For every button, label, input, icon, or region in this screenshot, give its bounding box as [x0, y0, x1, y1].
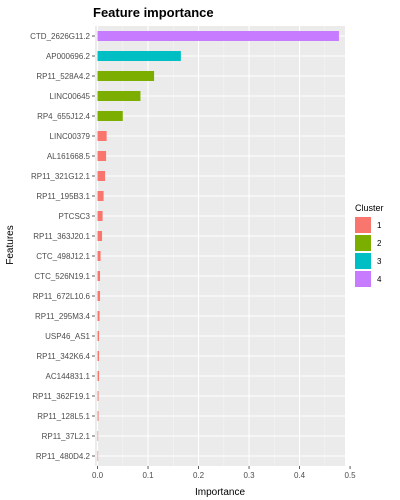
legend-label-4: 4 — [377, 275, 382, 284]
bar-ap000696-2 — [97, 51, 181, 61]
chart-title: Feature importance — [93, 5, 214, 20]
bar-linc00379 — [97, 131, 107, 141]
bar-linc00645 — [97, 91, 141, 101]
y-tick-label: LINC00379 — [50, 132, 91, 141]
legend-label-2: 2 — [377, 239, 382, 248]
bars-layer — [97, 31, 339, 461]
y-axis-ticks: CTD_2626G11.2 AP000696.2 RP11_528A4.2 LINC0… — [30, 32, 95, 461]
y-tick-label: AL161668.5 — [47, 152, 91, 161]
x-tick-label: 0.0 — [92, 471, 104, 480]
legend-key-3 — [355, 253, 371, 269]
bar-rp11-37l2-1 — [97, 431, 99, 441]
bar-rp11-672l10-6 — [97, 291, 101, 301]
y-tick-label: CTC_526N19.1 — [34, 272, 90, 281]
y-tick-label: RP11_672L10.6 — [33, 292, 91, 301]
bar-ac144831-1 — [97, 371, 100, 381]
x-tick-label: 0.3 — [243, 471, 255, 480]
bar-rp11-128l5-1 — [97, 411, 99, 421]
bar-ctc-526n19-1 — [97, 271, 101, 281]
legend-key-1 — [355, 217, 371, 233]
y-tick-label: RP11_362F19.1 — [32, 392, 90, 401]
y-tick-label: PTCSC3 — [58, 212, 90, 221]
bar-usp46-as1 — [97, 331, 100, 341]
bar-rp11-295m3-4 — [97, 311, 100, 321]
x-axis-title: Importance — [195, 487, 245, 498]
y-tick-label: AC144831.1 — [46, 372, 91, 381]
y-tick-label: USP46_AS1 — [45, 332, 90, 341]
bar-rp11-342k6-4 — [97, 351, 100, 361]
y-tick-label: CTC_498J12.1 — [36, 252, 90, 261]
y-tick-label: LINC00645 — [50, 92, 91, 101]
x-tick-label: 0.4 — [294, 471, 306, 480]
bar-rp11-362f19-1 — [97, 391, 99, 401]
bar-rp4-655j12-4 — [97, 111, 123, 121]
x-tick-label: 0.5 — [344, 471, 356, 480]
y-tick-label: RP11_37L2.1 — [42, 432, 91, 441]
y-axis-title: Features — [5, 225, 16, 264]
legend-key-4 — [355, 271, 371, 287]
bar-rp11-321g12-1 — [97, 171, 106, 181]
y-tick-label: RP11_342K6.4 — [36, 352, 90, 361]
y-tick-label: RP4_655J12.4 — [37, 112, 90, 121]
bar-ctd-2626g11-2 — [97, 31, 339, 41]
y-tick-label: RP11_321G12.1 — [31, 172, 91, 181]
y-tick-label: RP11_363J20.1 — [33, 232, 90, 241]
y-tick-label: RP11_480D4.2 — [36, 452, 91, 461]
bar-rp11-363j20-1 — [97, 231, 103, 241]
legend-title: Cluster — [355, 203, 384, 213]
bar-rp11-195b3-1 — [97, 191, 104, 201]
y-tick-label: CTD_2626G11.2 — [30, 32, 90, 41]
legend-label-3: 3 — [377, 257, 382, 266]
y-tick-label: RP11_528A4.2 — [36, 72, 90, 81]
x-axis-ticks: 0.0 0.1 0.2 0.3 0.4 0.5 — [92, 466, 356, 480]
y-tick-label: RP11_128L5.1 — [37, 412, 90, 421]
plot-panel — [95, 26, 351, 466]
legend-label-1: 1 — [377, 221, 382, 230]
y-tick-label: AP000696.2 — [46, 52, 91, 61]
bar-rp11-528a4-2 — [97, 71, 155, 81]
y-tick-label: RP11_195B3.1 — [36, 192, 90, 201]
legend: Cluster 1 2 3 4 — [355, 203, 384, 287]
legend-key-2 — [355, 235, 371, 251]
bar-ctc-498j12-1 — [97, 251, 101, 261]
bar-rp11-480d4-2 — [97, 451, 99, 461]
y-tick-label: RP11_295M3.4 — [35, 312, 91, 321]
x-tick-label: 0.1 — [142, 471, 154, 480]
bar-al161668-5 — [97, 151, 107, 161]
bar-ptcsc3 — [97, 211, 103, 221]
x-tick-label: 0.2 — [193, 471, 205, 480]
